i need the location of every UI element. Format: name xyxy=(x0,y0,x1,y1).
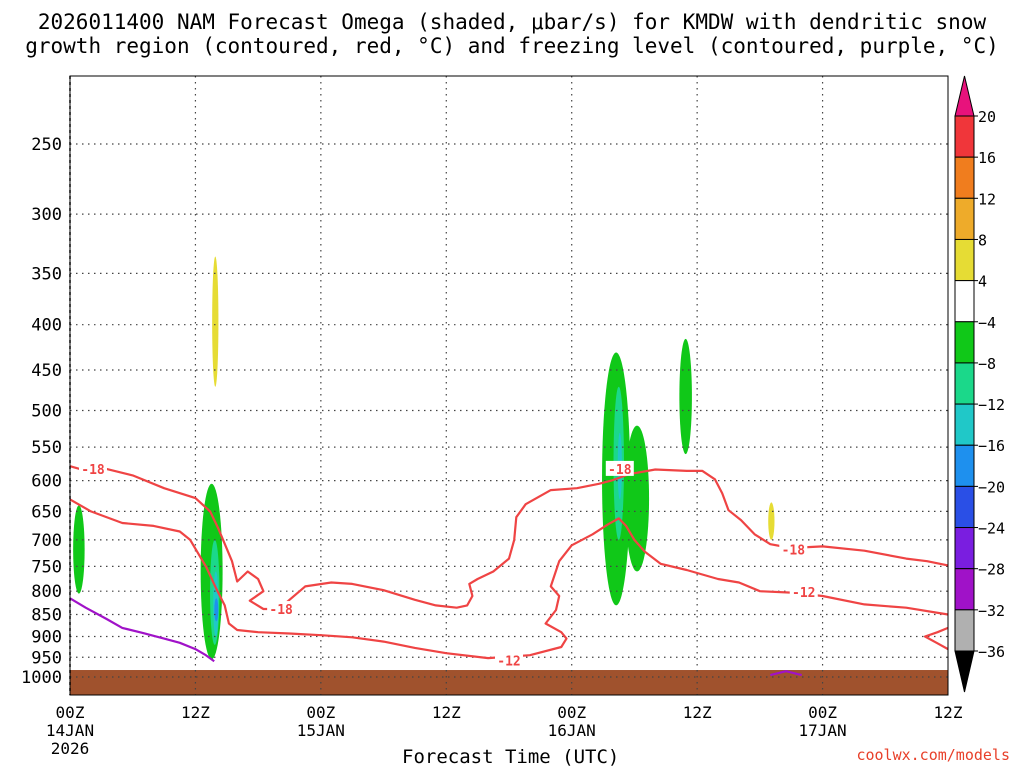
colorbar-label: −24 xyxy=(978,520,1005,538)
x-tick-label: 12Z xyxy=(181,703,210,722)
colorbar-bin xyxy=(954,197,975,240)
dgz-contour-2 xyxy=(923,626,949,651)
colorbar-bin xyxy=(954,115,975,158)
y-tick-label: 450 xyxy=(31,361,62,381)
y-tick-label: 350 xyxy=(31,264,62,284)
omega-region-10 xyxy=(679,338,692,455)
contour-label-bg xyxy=(789,584,818,600)
x-tick-label: 00Z xyxy=(306,703,335,722)
y-tick-label: 700 xyxy=(31,531,62,551)
freezing-level-contour-0 xyxy=(69,597,215,663)
dgz-contour-1 xyxy=(69,498,949,660)
y-tick-label: 250 xyxy=(31,135,62,155)
colorbar-label: −20 xyxy=(978,478,1005,496)
x-tick-label: 12Z xyxy=(432,703,461,722)
y-tick-label: 600 xyxy=(31,472,62,492)
x-tick-label: 17JAN xyxy=(798,721,846,740)
colorbar-bin xyxy=(954,444,975,487)
contour-label-5: -12 xyxy=(792,586,815,601)
colorbar-bin xyxy=(954,568,975,611)
x-tick-label: 00Z xyxy=(56,703,85,722)
chart-title-line-2: growth region (contoured, red, °C) and f… xyxy=(25,34,999,58)
x-tick-label: 00Z xyxy=(808,703,837,722)
contour-label-bg xyxy=(495,652,523,668)
dgz-contour-0 xyxy=(69,465,949,611)
freezing-level-contour-1 xyxy=(770,670,802,677)
colorbar-bin xyxy=(954,609,975,652)
colorbar-label: 4 xyxy=(978,273,987,291)
colorbar-label: −28 xyxy=(978,561,1005,579)
credit-link[interactable]: coolwx.com/models xyxy=(856,746,1010,764)
x-tick-label: 00Z xyxy=(557,703,586,722)
y-tick-label: 400 xyxy=(31,316,62,336)
y-tick-label: 800 xyxy=(31,582,62,602)
x-axis-title: Forecast Time (UTC) xyxy=(402,746,620,768)
omega-region-0 xyxy=(73,505,85,594)
contour-label-4: -18 xyxy=(782,544,806,559)
contour-label-bg xyxy=(78,460,107,476)
colorbar-label: −36 xyxy=(978,643,1005,661)
contour-label-0: -18 xyxy=(81,463,105,478)
x-tick-label: 12Z xyxy=(934,703,963,722)
colorbar-bin xyxy=(954,321,975,364)
colorbar-label: −32 xyxy=(978,602,1005,620)
y-tick-label: 950 xyxy=(31,648,62,668)
plot-frame xyxy=(69,75,949,696)
contour-label-bg xyxy=(605,460,634,476)
omega-region-5 xyxy=(212,256,219,387)
x-tick-label: 12Z xyxy=(683,703,712,722)
y-tick-label: 550 xyxy=(31,438,62,458)
x-tick-label: 14JAN xyxy=(46,721,94,740)
colorbar-bin xyxy=(954,156,975,199)
colorbar-label: −12 xyxy=(978,396,1005,414)
colorbar-bin xyxy=(954,527,975,570)
y-tick-label: 650 xyxy=(31,502,62,522)
colorbar-label: −4 xyxy=(978,314,996,332)
colorbar-label: 20 xyxy=(978,108,996,126)
colorbar-label: 12 xyxy=(978,190,996,208)
x-tick-label: 15JAN xyxy=(297,721,345,740)
colorbar-bin xyxy=(954,238,975,282)
colorbar-label: 16 xyxy=(978,149,996,167)
ground-fill xyxy=(70,670,948,695)
y-tick-label: 1000 xyxy=(21,668,62,688)
colorbar-label: 8 xyxy=(978,231,987,249)
y-tick-label: 900 xyxy=(31,627,62,647)
contour-label-bg xyxy=(267,601,296,617)
y-tick-label: 500 xyxy=(31,402,62,422)
y-tick-label: 750 xyxy=(31,557,62,577)
colorbar-bin xyxy=(954,280,975,323)
colorbar-over-arrow xyxy=(954,75,975,117)
omega-region-4 xyxy=(214,598,219,622)
chart-title-line-1: 2026011400 NAM Forecast Omega (shaded, μ… xyxy=(37,10,987,34)
contour-label-1: -18 xyxy=(269,603,293,618)
y-tick-label: 850 xyxy=(31,606,62,626)
colorbar-label: −16 xyxy=(978,437,1005,455)
colorbar-label: −8 xyxy=(978,355,996,373)
contour-label-bg xyxy=(779,541,808,557)
contour-label-2: -12 xyxy=(497,655,520,670)
colorbar-under-arrow xyxy=(954,650,975,693)
omega-region-11 xyxy=(768,502,775,540)
colorbar-bin xyxy=(954,403,975,446)
colorbar-bin xyxy=(954,485,975,529)
x-tick-label: 2026 xyxy=(51,739,90,758)
colorbar-bin xyxy=(954,362,975,405)
contour-label-3: -18 xyxy=(608,463,632,478)
x-tick-label: 16JAN xyxy=(548,721,596,740)
y-tick-label: 300 xyxy=(31,205,62,225)
